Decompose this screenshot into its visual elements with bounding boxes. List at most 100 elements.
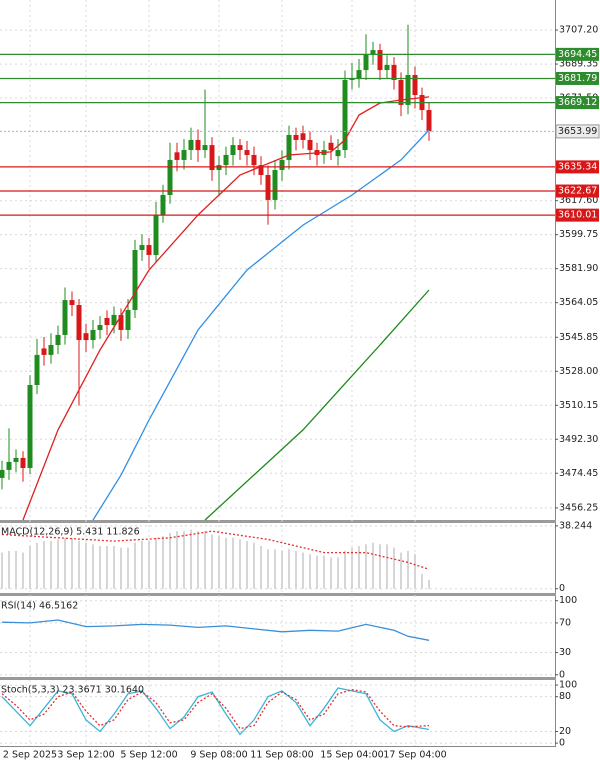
candle-body	[342, 79, 348, 151]
candle-body	[405, 75, 411, 105]
indicator-line	[204, 289, 430, 521]
histogram-bar	[232, 537, 234, 589]
candle-body	[307, 139, 313, 151]
candle-body	[335, 150, 341, 157]
histogram-bar	[351, 547, 353, 589]
candle-body	[244, 150, 250, 155]
candle-body	[111, 314, 117, 326]
candle-body	[426, 110, 432, 132]
histogram-bar	[393, 547, 395, 589]
candle-body	[34, 354, 40, 386]
candle-body	[209, 145, 215, 171]
last-price-box	[555, 124, 600, 139]
histogram-bar	[134, 542, 136, 589]
histogram-bar	[15, 550, 17, 589]
candle-body	[286, 134, 292, 160]
histogram-bar	[372, 542, 374, 589]
candle-body	[181, 150, 187, 160]
level-label-box	[556, 47, 599, 61]
y-tick-label: 3581.90	[559, 263, 598, 274]
histogram-bar	[162, 536, 164, 589]
x-tick-label: 3 Sep 12:00	[57, 750, 114, 761]
histogram-bar	[323, 555, 325, 589]
candle-body	[398, 79, 404, 105]
histogram-bar	[344, 550, 346, 589]
histogram-bar	[218, 536, 220, 589]
histogram-bar	[155, 537, 157, 589]
candle-body	[328, 142, 334, 151]
y-tick-label: 3564.05	[559, 297, 598, 308]
histogram-bar	[113, 546, 115, 589]
histogram-bar	[246, 541, 248, 589]
candle-body	[258, 165, 264, 175]
y-tick-label: 30	[559, 647, 571, 658]
candle-body	[251, 154, 257, 166]
histogram-bar	[225, 537, 227, 589]
candle-body	[132, 250, 138, 310]
y-tick-label: 3707.20	[559, 25, 598, 36]
candle-body	[125, 309, 131, 330]
histogram-bar	[239, 539, 241, 589]
y-tick-label: 3510.15	[559, 400, 598, 411]
panel-title: Stoch(5,3,3) 23.3671 30.1640	[1, 685, 144, 696]
y-tick-label: 3545.85	[559, 332, 598, 343]
histogram-bar	[29, 546, 31, 589]
y-tick-label: 3617.60	[559, 195, 598, 206]
candle-body	[356, 70, 362, 79]
histogram-bar	[330, 557, 332, 589]
candle-body	[391, 64, 397, 80]
histogram-bar	[302, 552, 304, 589]
y-tick-label: 0	[559, 738, 565, 749]
candle-body	[293, 134, 299, 140]
candle-body	[48, 345, 54, 355]
panel-divider	[0, 677, 556, 680]
level-label: 3694.45	[558, 49, 597, 60]
candle-body	[363, 55, 369, 71]
indicator-line	[1, 530, 430, 570]
histogram-bar	[316, 555, 318, 589]
histogram-bar	[358, 546, 360, 589]
level-label-box	[556, 160, 599, 174]
candle-body	[118, 314, 124, 330]
panel-title: MACD(12,26,9) 5.431 11.826	[1, 527, 140, 538]
candle-body	[13, 457, 19, 462]
candle-body	[41, 348, 47, 355]
candle-body	[27, 385, 33, 469]
histogram-bar	[1, 552, 3, 589]
histogram-bar	[99, 546, 101, 589]
histogram-bar	[197, 531, 199, 589]
histogram-bar	[274, 549, 276, 589]
level-label-box	[556, 208, 599, 222]
level-label: 3610.01	[558, 210, 597, 221]
histogram-bar	[71, 537, 73, 589]
indicator-line	[1, 619, 430, 641]
x-tick-label: 11 Sep 08:00	[250, 750, 313, 761]
y-tick-label: 100	[559, 680, 577, 691]
y-tick-label: 3689.35	[559, 59, 598, 70]
histogram-bar	[57, 539, 59, 589]
panel-divider	[0, 593, 556, 596]
x-tick-label: 2 Sep 2025	[3, 750, 57, 761]
candle-body	[174, 152, 180, 160]
histogram-bar	[43, 541, 45, 589]
candle-body	[69, 300, 75, 306]
y-tick-label: 3528.00	[559, 366, 598, 377]
y-tick-label: 3474.45	[559, 468, 598, 479]
level-label-box	[556, 71, 599, 85]
histogram-bar	[288, 549, 290, 589]
histogram-bar	[22, 552, 24, 589]
candle-body	[167, 159, 173, 195]
candle-body	[90, 329, 96, 341]
level-label: 3669.12	[558, 97, 597, 108]
candle-body	[300, 133, 306, 140]
candle-body	[223, 154, 229, 166]
candle-body	[83, 333, 89, 341]
histogram-bar	[309, 554, 311, 589]
histogram-bar	[414, 554, 416, 589]
candle-body	[188, 139, 194, 151]
indicator-line	[1, 689, 430, 730]
histogram-bar	[428, 579, 430, 589]
y-tick-label: 3599.75	[559, 229, 598, 240]
y-tick-label: 100	[559, 595, 577, 606]
